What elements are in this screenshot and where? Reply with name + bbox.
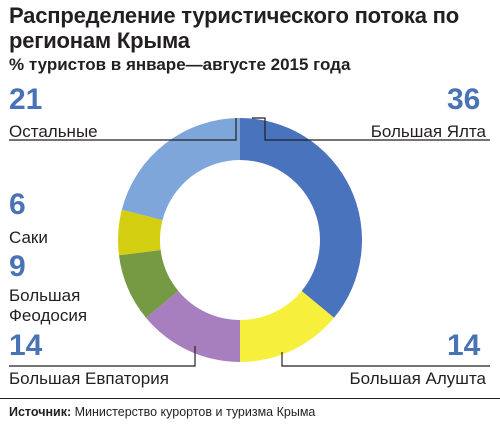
- source-note: Источник: Министерство курортов и туризм…: [9, 404, 315, 420]
- slice-yalta: [240, 118, 362, 318]
- donut-slices: [118, 118, 362, 362]
- slice-saki: [118, 209, 163, 256]
- category-label-feodosia: Большая Феодосия: [9, 286, 88, 325]
- category-label-saki: Саки: [9, 228, 48, 247]
- leader-yalta: [252, 117, 490, 141]
- chart-subtitle: % туристов в январе—августе 2015 года: [9, 55, 351, 74]
- leader-other: [9, 118, 237, 141]
- source-divider: [0, 398, 500, 399]
- chart-title: Распределение туристического потока по р…: [9, 3, 459, 53]
- value-label-yalta: 36: [447, 83, 481, 116]
- category-label-yalta: Большая Ялта: [370, 122, 486, 141]
- value-label-alushta: 14: [447, 329, 481, 362]
- leader-lines: [9, 117, 490, 367]
- category-label-other: Остальные: [9, 122, 98, 141]
- value-label-other: 21: [9, 83, 43, 116]
- leader-alushta: [281, 352, 490, 367]
- value-label-feodosia: 9: [9, 250, 26, 283]
- slice-feodosia: [118, 250, 179, 318]
- source-text: Министерство курортов и туризма Крыма: [74, 405, 316, 419]
- value-label-evpatoria: 14: [9, 329, 43, 362]
- value-label-saki: 6: [9, 188, 26, 221]
- slice-alushta: [240, 290, 335, 362]
- category-label-evpatoria: Большая Евпатория: [9, 369, 169, 388]
- source-label: Источник:: [9, 405, 72, 419]
- category-label-alushta: Большая Алушта: [349, 369, 486, 388]
- leader-evpatoria: [9, 346, 196, 367]
- slice-evpatoria: [145, 290, 240, 362]
- slice-other: [121, 118, 240, 221]
